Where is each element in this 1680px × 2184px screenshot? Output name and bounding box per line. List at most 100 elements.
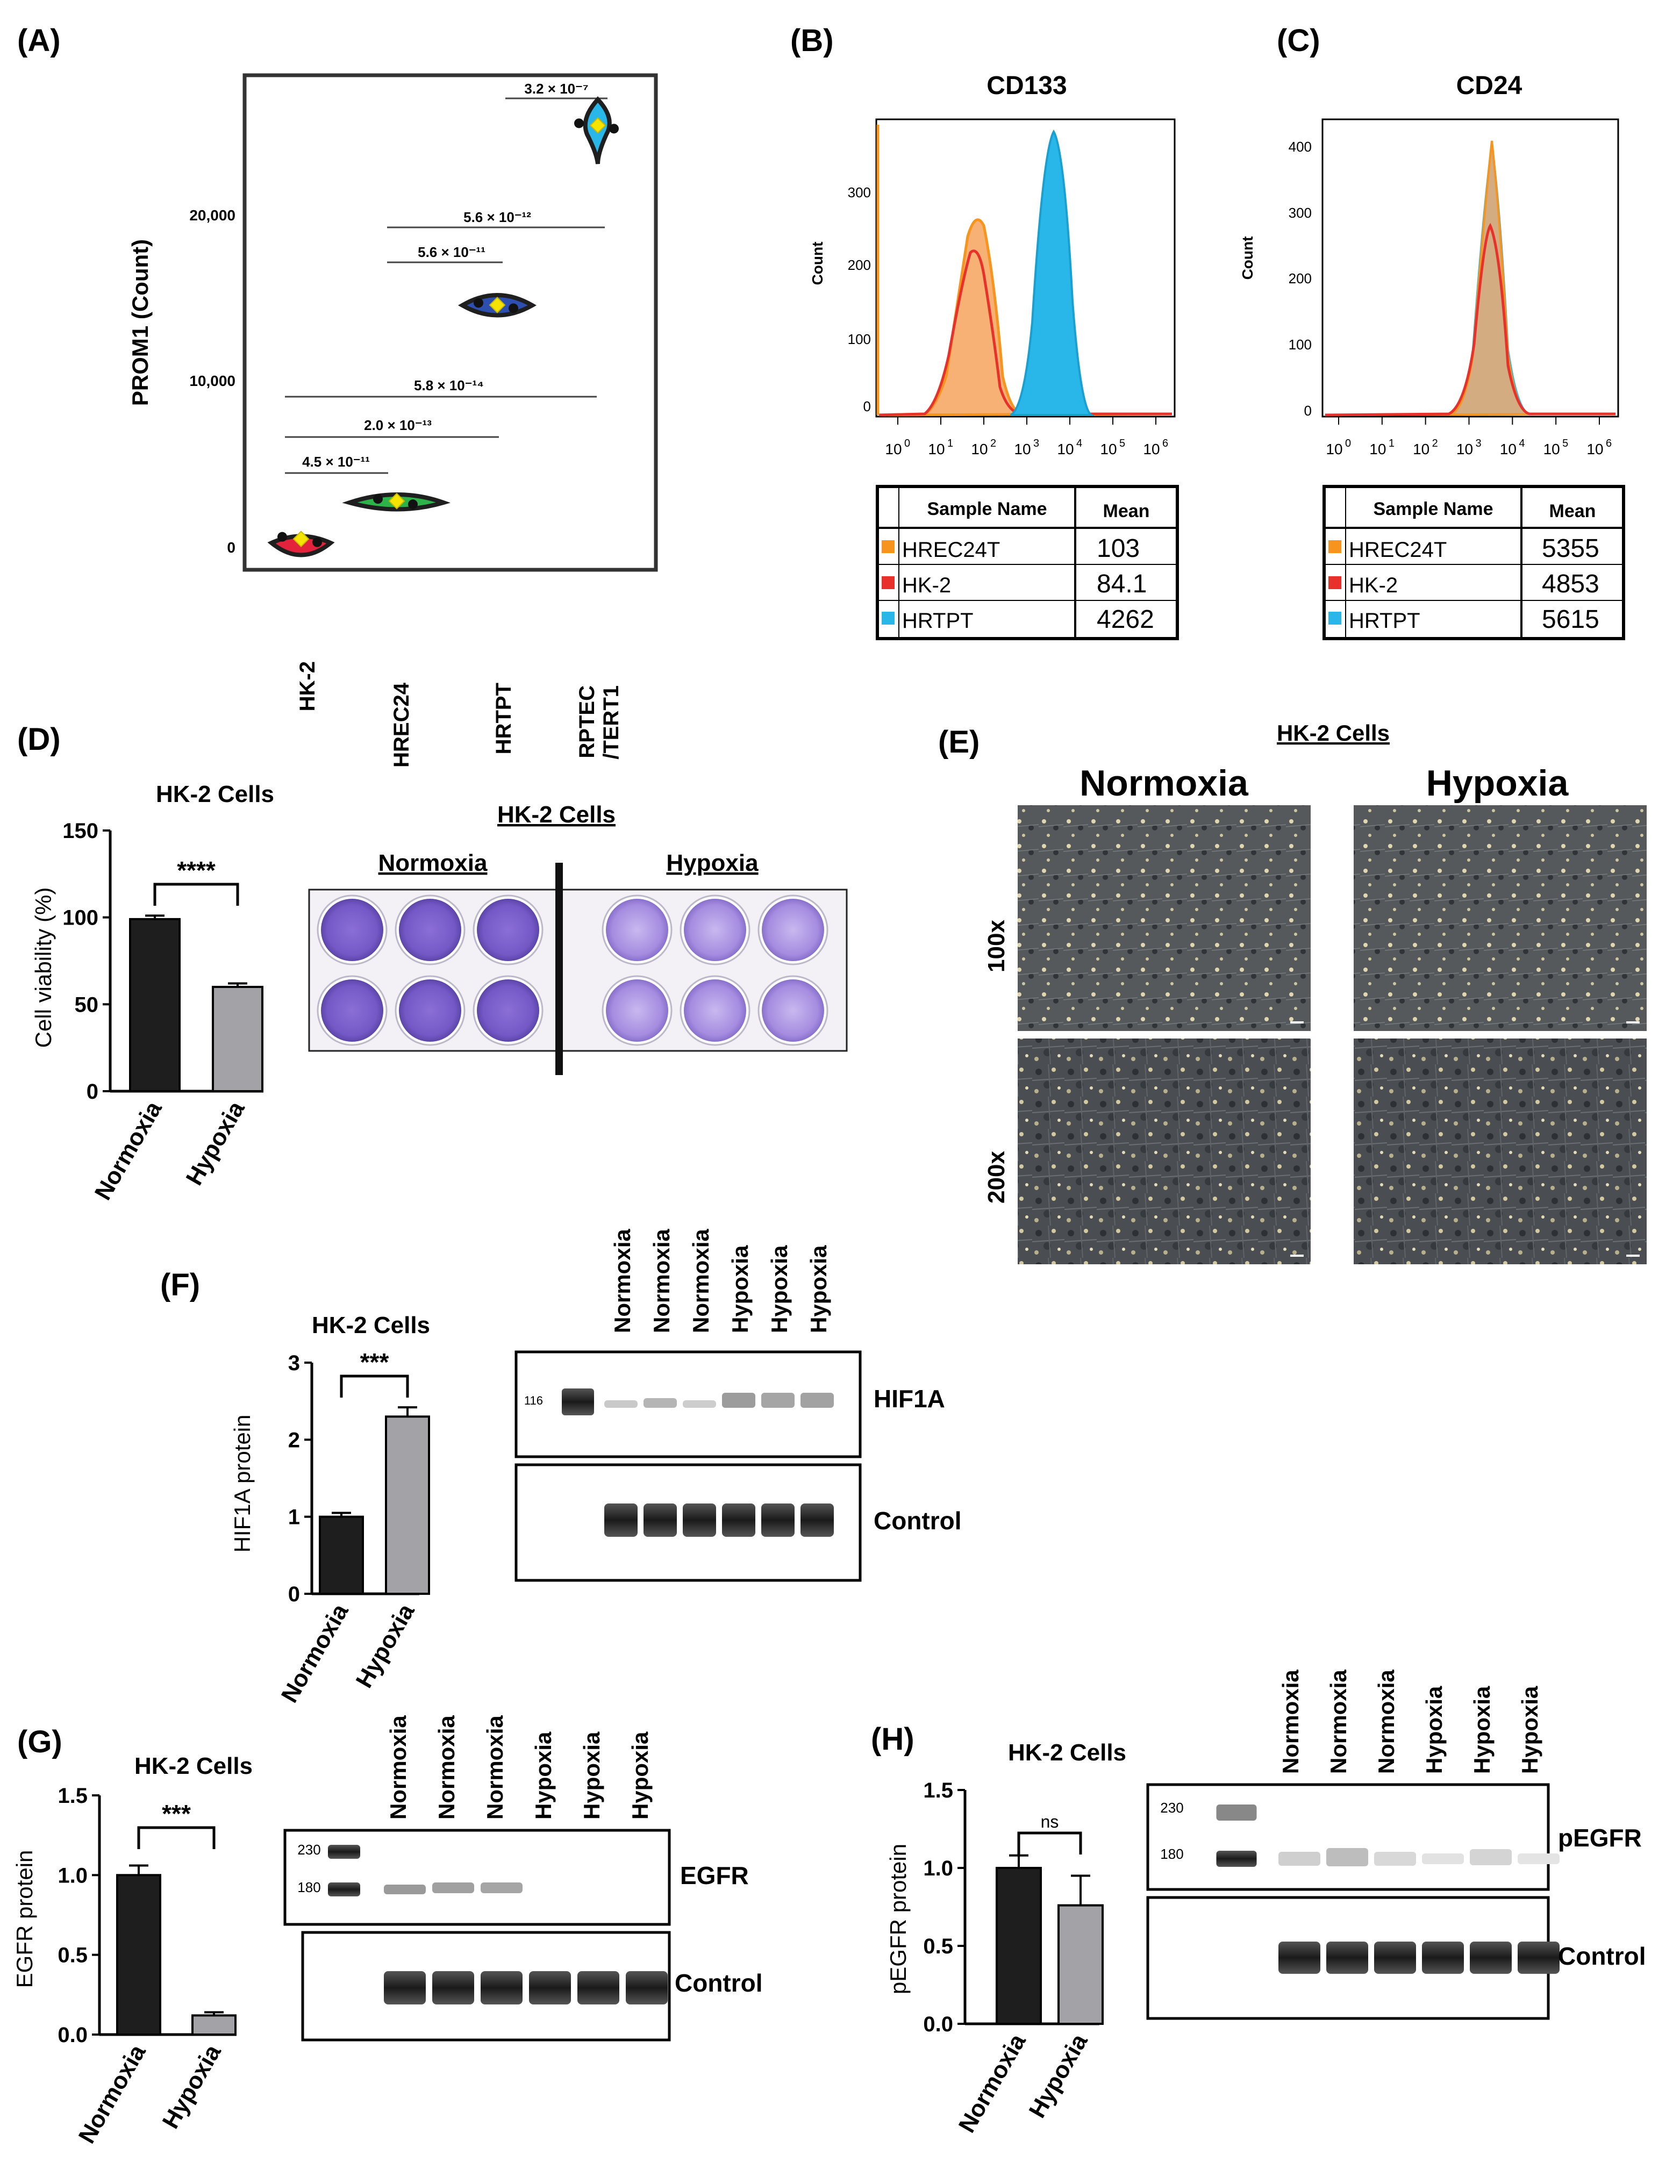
significance-label: *** <box>360 1348 389 1376</box>
target-band <box>800 1393 834 1408</box>
flow-xtick-exp: 2 <box>1432 438 1438 449</box>
pvalue-label: 5.6 × 10⁻¹² <box>463 209 531 225</box>
table-frame <box>876 485 1179 640</box>
lane-label: Hypoxia <box>1517 1686 1542 1774</box>
panel-b-title: CD133 <box>986 71 1067 100</box>
x-tick-label: Normoxia <box>90 1097 167 1205</box>
lane-label: Normoxia <box>1374 1670 1399 1774</box>
panel-d-chart: 0 50 100 150 Normoxia Hypoxia **** <box>62 819 263 1205</box>
table-mean-value: 84.1 <box>1097 570 1147 598</box>
control-band <box>683 1503 716 1537</box>
panel-g-bands <box>328 1845 668 2004</box>
flow-xtick: 10 <box>1100 441 1117 457</box>
lane-label: Normoxia <box>1326 1670 1351 1774</box>
panel-label-d: (D) <box>17 722 61 757</box>
control-band <box>644 1503 677 1537</box>
x-tick-label: Hypoxia <box>1024 2029 1093 2122</box>
control-band <box>1326 1942 1368 1974</box>
significance-bracket <box>1017 1831 1082 1854</box>
replicate-point <box>609 124 619 134</box>
panel-c-ytick: 400 <box>1289 139 1312 155</box>
target-band <box>761 1393 795 1408</box>
panel-c-xticks: 10 0 10 1 10 2 10 3 10 4 10 5 10 6 <box>1326 417 1612 457</box>
y-tick-label: 50 <box>75 993 99 1016</box>
plate-well-normoxia <box>399 899 461 961</box>
lane-label: Hypoxia <box>1469 1686 1495 1774</box>
flow-xtick-exp: 6 <box>1162 438 1168 449</box>
panel-b-ytick: 100 <box>848 331 871 347</box>
y-tick-label: 3 <box>288 1351 300 1375</box>
panel-c-ytick: 0 <box>1304 403 1312 419</box>
table-header-mean: Mean <box>1549 501 1596 521</box>
table-header-sample: Sample Name <box>1374 499 1493 519</box>
flow-xtick: 10 <box>1500 441 1517 457</box>
x-tick-label: Hypoxia <box>181 1097 250 1190</box>
panel-c-title: CD24 <box>1456 71 1522 100</box>
significance-label: ns <box>1041 1812 1059 1831</box>
table-sample-name: HRTPT <box>902 609 974 633</box>
histogram-hk2 <box>878 249 1172 417</box>
panel-label-a: (A) <box>17 23 61 58</box>
blot-label-egfr: EGFR <box>680 1861 749 1889</box>
panel-h-lane-labels: Normoxia Normoxia Normoxia Hypoxia Hypoxia Hy… <box>1278 1670 1542 1774</box>
panel-a-ytick: 0 <box>227 539 235 556</box>
replicate-point <box>474 298 483 308</box>
plate-well-normoxia <box>399 979 461 1042</box>
panel-h-title: HK-2 Cells <box>1008 1739 1126 1766</box>
ladder-marker: 180 <box>297 1879 320 1895</box>
panel-b-xticks: 10 0 10 1 10 2 10 3 10 4 10 5 10 6 <box>885 417 1168 457</box>
control-band <box>1374 1942 1416 1974</box>
flow-xtick: 10 <box>1586 441 1603 457</box>
y-tick-label: 1.0 <box>58 1864 88 1887</box>
flow-xtick-exp: 1 <box>947 438 953 449</box>
flow-xtick: 10 <box>928 441 945 457</box>
control-band <box>384 1971 426 2004</box>
legend-swatch-hrtpt <box>1328 612 1341 625</box>
table-sample-name: HK-2 <box>1349 574 1398 597</box>
y-tick-label: 0.5 <box>923 1935 953 1958</box>
flow-xtick: 10 <box>1543 441 1560 457</box>
table-mean-value: 4853 <box>1542 570 1599 598</box>
flow-xtick: 10 <box>971 441 988 457</box>
panel-c: CD24 Count 0 100 200 300 400 10 0 10 1 10 2 10… <box>1239 71 1625 640</box>
lane-label: Hypoxia <box>627 1731 653 1820</box>
control-band <box>1470 1942 1512 1974</box>
control-band <box>722 1503 755 1537</box>
lane-label: Normoxia <box>482 1715 507 1820</box>
target-band <box>644 1398 677 1408</box>
bar <box>212 986 263 1092</box>
flow-xtick: 10 <box>1326 441 1342 457</box>
table-header-sample: Sample Name <box>927 499 1047 519</box>
panel-a-xtick: HREC24 <box>390 682 413 768</box>
ladder-marker: 116 <box>524 1394 543 1407</box>
panel-h: HK-2 Cells pEGFR protein 0.0 0.5 1.0 1.5 Nor… <box>885 1670 1646 2137</box>
legend-swatch-hrec24t <box>1328 540 1341 553</box>
panel-e-row-200x: 200x <box>983 1151 1010 1204</box>
lane-label: Normoxia <box>434 1715 459 1820</box>
control-band <box>529 1971 571 2004</box>
pvalue-label: 2.0 × 10⁻¹³ <box>364 417 432 433</box>
ladder-marker: 180 <box>1160 1846 1183 1862</box>
table-mean-value: 103 <box>1097 534 1140 563</box>
plate-well-normoxia <box>321 979 383 1042</box>
panel-label-h: (H) <box>871 1722 914 1757</box>
flow-xtick-exp: 3 <box>1033 438 1039 449</box>
lane-label: Hypoxia <box>1421 1686 1447 1774</box>
significance-bracket <box>137 1826 216 1849</box>
micrograph-normoxia-200x <box>1018 1039 1311 1264</box>
blot-egfr-frame <box>283 1829 671 1926</box>
mean-marker <box>589 117 606 134</box>
histogram-hk2 <box>1325 223 1615 417</box>
panel-a-xtick: HK-2 <box>296 661 319 711</box>
panel-b-table: Sample Name Mean HREC24T HK-2 HRTPT 103 … <box>876 485 1179 640</box>
y-tick-label: 0.0 <box>58 2023 88 2047</box>
panel-b-ylabel: Count <box>809 242 826 285</box>
y-tick-label: 0.0 <box>923 2013 953 2036</box>
control-band <box>432 1971 474 2004</box>
panel-g-chart: 0.0 0.5 1.0 1.5 Normoxia Hypoxia *** <box>58 1784 237 2148</box>
lane-label: Hypoxia <box>579 1731 604 1820</box>
flow-xtick-exp: 0 <box>1345 438 1351 449</box>
panel-h-ylabel: pEGFR protein <box>885 1844 911 1994</box>
panel-c-ylabel: Count <box>1239 237 1256 280</box>
lane-label: Hypoxia <box>767 1245 792 1333</box>
